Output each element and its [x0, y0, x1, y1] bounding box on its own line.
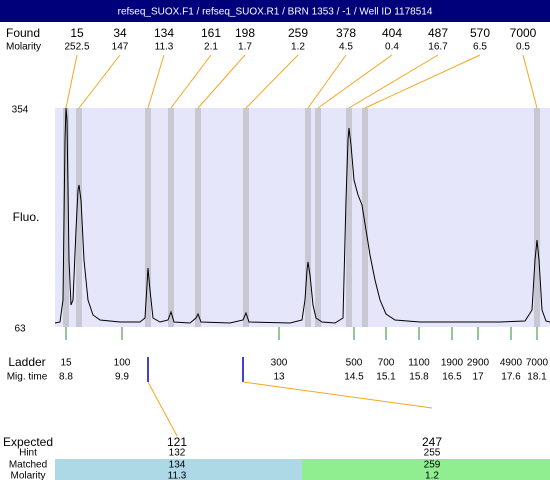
found-molarity: 1.2	[291, 42, 305, 53]
header-bar	[0, 0, 550, 22]
peak-connector	[307, 54, 347, 109]
peak-band	[346, 108, 352, 327]
found-size: 259	[288, 26, 308, 40]
ladder-time: 15.1	[376, 372, 396, 383]
found-molarity: 6.5	[473, 42, 487, 53]
found-molarity: 0.4	[385, 42, 399, 53]
found-size: 404	[382, 26, 402, 40]
molarity-label: Molarity	[6, 42, 41, 53]
hint-size: 132	[169, 448, 186, 459]
hint-size: 255	[424, 448, 441, 459]
ladder-label: Ladder	[8, 355, 45, 369]
y-max-label: 354	[12, 105, 29, 116]
y-axis-label: Fluo.	[13, 210, 40, 224]
peak-band	[305, 108, 311, 327]
ladder-time: 16.5	[442, 372, 462, 383]
matched-bar-2	[302, 459, 550, 480]
ladder-time: 9.9	[115, 372, 129, 383]
header-title: refseq_SUOX.F1 / refseq_SUOX.R1 / BRN 13…	[118, 7, 433, 18]
ladder-size: 1900	[441, 358, 464, 369]
ladder-time: 18.1	[527, 372, 547, 383]
expected-size: 121	[167, 435, 187, 449]
ladder-size: 100	[114, 358, 131, 369]
peak-band	[145, 108, 151, 327]
hint-label: Hint	[19, 448, 37, 459]
found-size: 570	[470, 26, 490, 40]
found-size: 378	[336, 26, 356, 40]
matched-size: 134	[169, 460, 186, 471]
y-min-label: 63	[14, 324, 26, 335]
mig-time-label: Mig. time	[7, 372, 48, 383]
peak-connector	[522, 54, 538, 109]
peak-connector	[147, 54, 165, 109]
plot-area	[55, 108, 550, 327]
exp-molarity-label: Molarity	[10, 471, 45, 480]
peak-band	[315, 108, 321, 327]
matched-bar-1	[55, 459, 302, 480]
ladder-time: 17.6	[501, 372, 521, 383]
trace	[54, 107, 550, 324]
peak-band	[63, 108, 69, 327]
found-molarity: 0.5	[516, 42, 530, 53]
peak-connector	[348, 54, 439, 109]
ladder-time: 14.5	[344, 372, 364, 383]
peak-band	[243, 108, 249, 327]
peak-band	[76, 108, 82, 327]
peak-connector	[170, 54, 212, 109]
ladder-size: 15	[60, 358, 72, 369]
found-molarity: 252.5	[64, 42, 89, 53]
peak-connector	[317, 54, 393, 109]
peak-band	[534, 108, 540, 327]
matched-molarity: 11.3	[168, 471, 187, 480]
found-molarity: 11.3	[155, 42, 174, 53]
ladder-size: 500	[346, 358, 363, 369]
found-molarity: 1.7	[238, 42, 252, 53]
found-size: 198	[235, 26, 255, 40]
found-size: 161	[201, 26, 221, 40]
peak-connector	[78, 54, 121, 109]
ladder-size: 300	[271, 358, 288, 369]
found-molarity: 2.1	[204, 42, 218, 53]
peak-connector	[65, 54, 78, 109]
expected-connector	[147, 381, 178, 437]
ladder-time: 15.8	[409, 372, 429, 383]
peak-band	[362, 108, 368, 327]
found-size: 15	[70, 26, 84, 40]
expected-connector	[242, 381, 433, 409]
ladder-size: 1100	[408, 358, 430, 369]
peak-connector	[364, 54, 481, 109]
ladder-size: 700	[378, 358, 395, 369]
ladder-time: 13	[273, 372, 285, 383]
ladder-size: 4900	[500, 358, 523, 369]
expected-label: Expected	[3, 435, 53, 449]
ladder-size: 7000	[526, 358, 549, 369]
found-label: Found	[6, 26, 40, 40]
found-molarity: 147	[112, 42, 129, 53]
found-molarity: 4.5	[339, 42, 353, 53]
found-molarity: 16.7	[428, 42, 448, 53]
ladder-time: 17	[472, 372, 484, 383]
found-size: 7000	[510, 26, 537, 40]
matched-molarity: 1.2	[425, 471, 439, 480]
ladder-size: 2900	[467, 358, 490, 369]
found-size: 34	[113, 26, 127, 40]
peak-band	[195, 108, 201, 327]
expected-size: 247	[422, 435, 442, 449]
peak-band	[168, 108, 174, 327]
found-size: 487	[428, 26, 448, 40]
matched-size: 259	[424, 460, 441, 471]
found-size: 134	[154, 26, 174, 40]
peak-connector	[197, 54, 246, 109]
matched-label: Matched	[9, 460, 47, 471]
ladder-time: 8.8	[59, 372, 73, 383]
peak-connector	[245, 54, 299, 109]
